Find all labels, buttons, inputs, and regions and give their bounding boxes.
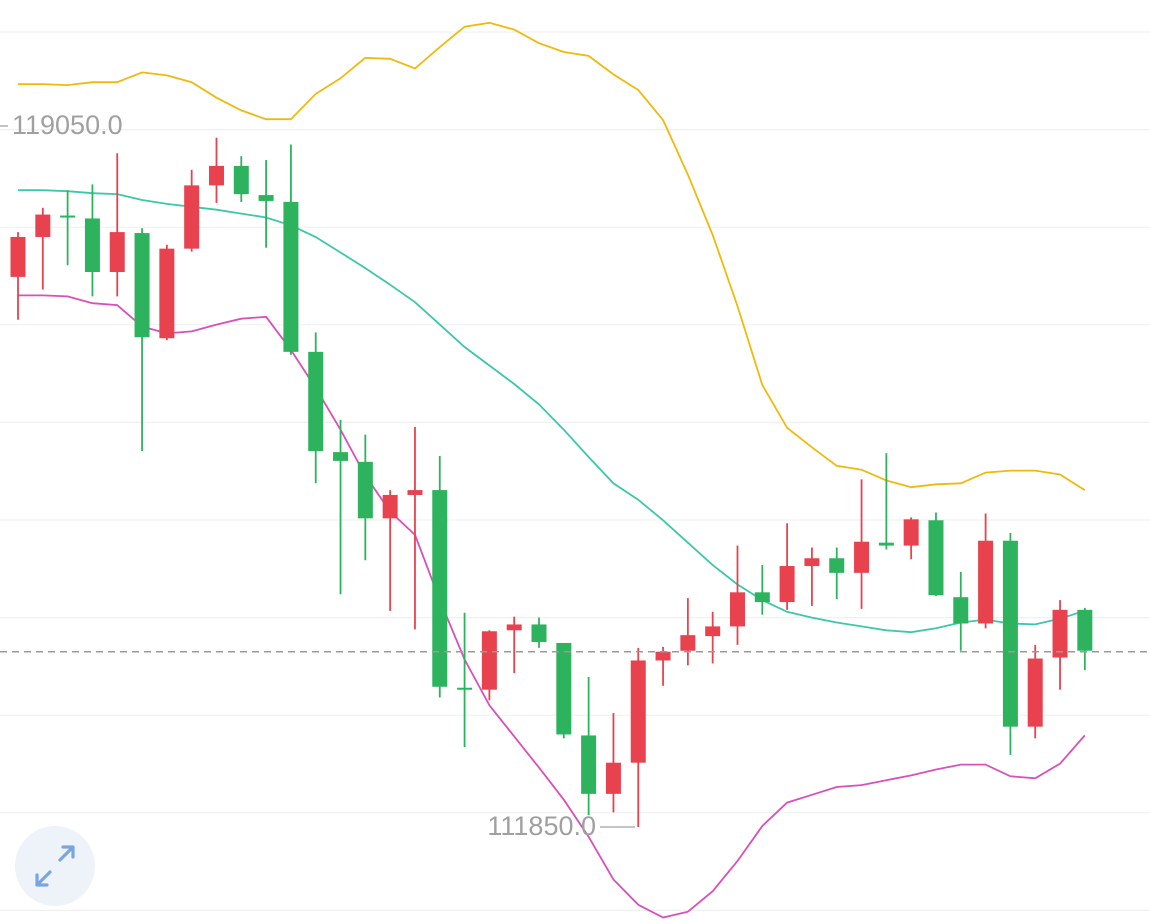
candle-body [804,558,820,567]
candle-body [854,541,870,573]
candle-body [680,635,696,651]
candle-body [556,642,572,735]
candle-body [928,520,944,596]
candle-body [60,215,76,218]
candle-body [407,490,423,495]
candle-body [978,540,994,624]
candle-body [333,452,349,461]
candle-body [357,461,373,519]
candle-body [109,232,125,273]
candle-body [457,687,473,690]
candle-body [35,214,51,237]
candle-body [630,660,646,763]
candle-body [1052,609,1068,658]
candle-body [208,165,224,186]
candle-body [382,494,398,519]
candle-body [159,248,175,339]
candle-body [84,218,100,273]
candle-body [258,195,274,201]
candle-body [233,165,249,195]
annotation-label: 111850.0 [487,811,596,841]
band-line [18,189,1086,634]
candle-body [878,542,894,546]
candle-body [581,735,597,794]
candle-body [283,201,299,352]
candle-body [779,566,795,603]
candle-body [10,236,26,277]
candle-body [432,490,448,687]
candle-body [829,558,845,573]
candle-body [754,592,770,603]
candle-body [605,762,621,794]
candle-body [1077,609,1093,651]
band-line [18,21,1086,491]
plot-area: 119050.0 111850.0 [0,21,1150,919]
candle-body [184,185,200,249]
candle-body [308,351,324,452]
band-line [18,294,1086,919]
annotation-label: 119050.0 [12,110,123,140]
expand-button[interactable] [15,826,95,906]
candle-body [705,626,721,637]
candle-body [953,597,969,624]
candle-body [1027,658,1043,727]
candle-body [134,233,150,338]
expand-icon [35,845,75,887]
grid [0,31,1150,912]
expand-button-bg[interactable] [15,826,95,906]
candle-body [903,519,919,546]
candle-body [655,651,671,661]
candle-body [1002,540,1018,727]
candle-body [506,624,522,631]
candle-body [481,631,497,690]
candle-body [729,592,745,627]
candle-body [531,624,547,642]
